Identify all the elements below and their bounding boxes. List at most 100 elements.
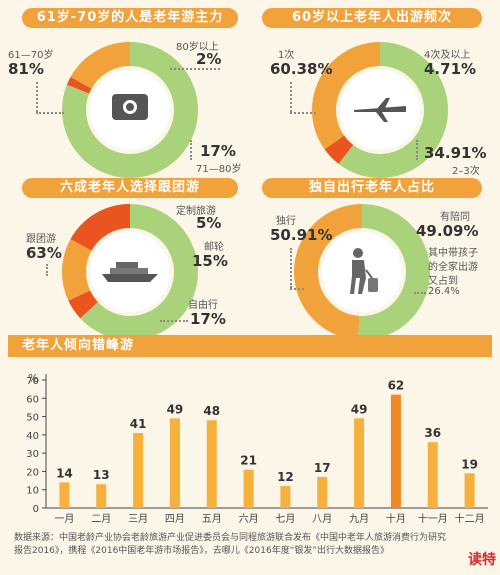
freq-value-1: 60.38%	[270, 60, 333, 78]
bar-value-label: 49	[351, 402, 368, 416]
solo-note-line: 26.4%	[428, 286, 460, 297]
airplane-icon	[352, 98, 408, 122]
bar	[59, 482, 70, 508]
freq-label-2-3: 2–3次	[452, 166, 480, 177]
bar-value-label: 36	[424, 426, 441, 440]
leader-line	[36, 82, 38, 112]
group-label-custom: 定制旅游	[176, 206, 216, 217]
group-value-cruise: 15%	[192, 252, 228, 270]
group-panel-title: 六成老年人选择跟团游	[22, 178, 238, 198]
group-slice-3	[62, 204, 198, 340]
bar	[206, 420, 217, 508]
y-axis-label: %	[28, 372, 38, 385]
age-panel-title: 61岁-70岁的人是老年游主力	[22, 8, 238, 28]
age-value-80plus: 2%	[196, 50, 222, 68]
solo-panel-title: 独自出行老年人占比	[262, 178, 482, 198]
freq-value-4plus: 4.71%	[424, 60, 477, 78]
y-tick-label: 40	[26, 431, 39, 442]
bar	[133, 433, 144, 508]
leader-line	[190, 140, 192, 160]
y-tick-label: 70	[26, 376, 39, 387]
bar	[317, 476, 328, 508]
group-slice-2	[62, 204, 198, 340]
brand-logo: 读特	[468, 552, 496, 568]
x-tick-label: 六月	[239, 513, 259, 525]
leader-line	[290, 82, 292, 112]
leader-line	[290, 248, 292, 288]
leader-line	[46, 264, 48, 276]
solo-value-alone: 50.91%	[270, 226, 333, 244]
source-note: 数据来源：中国老龄产业协会老龄旅游产业促进委员会与同程旅游联合发布《中国中老年人…	[14, 533, 447, 556]
age-label-61-70: 61—70岁	[8, 50, 54, 61]
bar-value-label: 12	[277, 470, 294, 484]
solo-note-line: 的全家出游	[428, 262, 478, 273]
bar-value-label: 62	[388, 379, 405, 393]
solo-label-accompanied: 有陪同	[440, 212, 470, 223]
y-tick-label: 20	[26, 467, 39, 478]
leader-line	[414, 292, 426, 294]
bar-value-label: 13	[93, 468, 110, 482]
cruise-ship-icon	[100, 260, 160, 284]
solo-value-accompanied: 49.09%	[416, 222, 479, 240]
x-tick-label: 九月	[349, 513, 369, 525]
freq-value-2-3: 34.91%	[424, 144, 487, 162]
leader-line	[160, 320, 188, 322]
y-tick-label: 0	[33, 504, 39, 515]
bar	[354, 418, 365, 508]
group-label-cruise: 邮轮	[204, 242, 224, 253]
bar-value-label: 49	[167, 402, 184, 416]
bar	[280, 486, 291, 508]
bar	[96, 484, 107, 508]
age-label-80plus: 80岁以上	[176, 42, 219, 53]
freq-label-4plus: 4次及以上	[424, 50, 471, 61]
x-tick-label: 十二月	[455, 512, 485, 525]
leader-line	[416, 140, 418, 160]
bar	[464, 473, 475, 508]
freq-slice-2	[312, 42, 448, 178]
x-tick-label: 三月	[128, 513, 148, 525]
solo-note-line: 其中带孩子	[428, 248, 478, 259]
x-tick-label: 四月	[165, 513, 185, 525]
group-value-free: 17%	[190, 310, 226, 328]
bar-value-label: 14	[56, 466, 73, 480]
solo-slice-1	[294, 204, 430, 340]
x-tick-label: 七月	[275, 513, 295, 525]
x-tick-label: 五月	[202, 513, 222, 525]
x-tick-label: 十一月	[418, 512, 448, 525]
traveler-icon	[346, 248, 380, 294]
x-tick-label: 八月	[312, 513, 332, 525]
bar-chart-title: 老年人倾向错峰游	[8, 335, 492, 357]
group-value-tour: 63%	[26, 244, 62, 262]
freq-label-1: 1次	[278, 50, 295, 61]
solo-label-alone: 独行	[276, 216, 296, 227]
bar-value-label: 21	[240, 454, 257, 468]
bar	[169, 418, 180, 508]
group-label-free: 自由行	[188, 300, 218, 311]
bar-value-label: 17	[314, 461, 331, 475]
leader-line	[290, 288, 304, 290]
group-label-tour: 跟团游	[26, 234, 56, 245]
age-slice-2	[62, 42, 198, 178]
y-tick-label: 50	[26, 413, 39, 424]
group-value-custom: 5%	[196, 214, 222, 232]
bar	[243, 469, 254, 508]
bar-value-label: 19	[461, 457, 478, 471]
x-tick-label: 二月	[91, 513, 111, 525]
bar-value-label: 41	[130, 417, 147, 431]
freq-panel-title: 60岁以上老年人出游频次	[262, 8, 482, 28]
leader-line	[170, 68, 220, 70]
bar-value-label: 48	[203, 404, 220, 418]
leader-line	[290, 112, 316, 114]
bar	[427, 442, 438, 508]
x-tick-label: 一月	[54, 513, 74, 525]
age-value-71-80: 17%	[200, 142, 236, 160]
y-tick-label: 30	[26, 449, 39, 460]
y-tick-label: 10	[26, 486, 39, 497]
age-label-71-80: 71—80岁	[196, 164, 242, 175]
x-tick-label: 十月	[386, 512, 406, 525]
solo-note-line: 又占到	[428, 276, 458, 287]
bar-chart: 0 10 20 30 40 50 60 70% 14 一月 13 二月 41 三月 49 四月 48 五月 21 六月…	[26, 372, 488, 525]
y-tick-label: 60	[26, 394, 39, 405]
leader-line	[36, 112, 64, 114]
